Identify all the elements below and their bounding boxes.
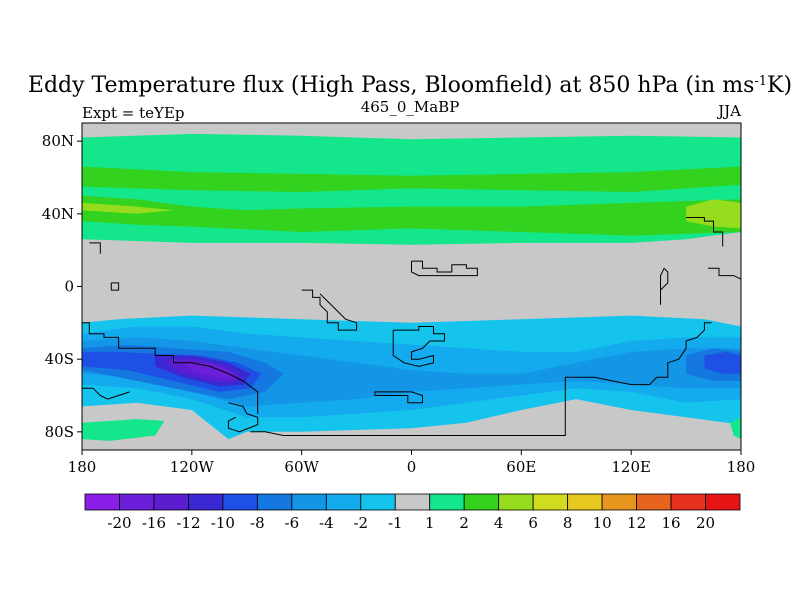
- colorbar-swatch: [119, 493, 155, 511]
- y-axis: 80N 40N 0 40S 80S: [42, 132, 82, 441]
- coastline-segment: [411, 260, 478, 277]
- chart-title-sup: -1: [754, 74, 767, 89]
- right-subtitle: JJA: [716, 102, 741, 120]
- colorbar-swatch: [636, 493, 672, 511]
- chart-title-end: K): [767, 73, 792, 98]
- x-tick-label: 120W: [170, 458, 215, 476]
- coastline-segment: [250, 322, 712, 436]
- x-tick-label: 60E: [506, 458, 536, 476]
- colorbar-swatch: [360, 493, 396, 511]
- colorbar-label: -20: [107, 514, 131, 532]
- colorbar-swatch: [532, 493, 569, 511]
- x-tick-label: 180: [727, 458, 756, 476]
- colorbar-swatch: [670, 493, 706, 511]
- x-tick-label: 180: [68, 458, 97, 476]
- coastline-segment: [110, 282, 120, 291]
- field-sh-green-east: [730, 417, 741, 440]
- colorbar-swatch: [325, 493, 362, 511]
- colorbar-label: -12: [176, 514, 200, 532]
- chart-title-main: Eddy Temperature flux (High Pass, Bloomf…: [28, 73, 754, 98]
- x-axis: 180 120W 60W 0 60E 120E 180: [68, 450, 756, 476]
- colorbar-swatch: [188, 493, 224, 511]
- colorbar-swatch: [153, 493, 189, 511]
- y-tick-label: 40N: [42, 205, 74, 223]
- field-layer: [82, 133, 741, 441]
- field-nh-band-4-6: [82, 166, 741, 192]
- colorbar-swatch: [567, 493, 603, 511]
- coastline-segment: [82, 322, 259, 414]
- colorbar-label: -10: [211, 514, 235, 532]
- colorbar-swatch: [601, 493, 637, 511]
- x-tick-label: 0: [407, 458, 417, 476]
- coastline-segment: [89, 242, 101, 254]
- y-tick-label: 80S: [45, 423, 74, 441]
- colorbar-swatch: [84, 493, 120, 511]
- coastline-segment: [227, 402, 259, 433]
- coastline-segment: [392, 326, 445, 367]
- coastline-segment: [374, 391, 423, 404]
- colorbar-label: -6: [285, 514, 300, 532]
- y-tick-label: 0: [64, 278, 74, 296]
- colorbar-swatch: [429, 493, 465, 511]
- colorbar-label: 16: [662, 514, 681, 532]
- coastline-segment: [301, 289, 358, 331]
- field-sh-green-80s: [82, 419, 165, 441]
- colorbar-swatch: [222, 493, 258, 511]
- colorbar-swatch: [256, 493, 293, 511]
- colorbar-swatch: [463, 493, 500, 511]
- coastline-segment: [660, 267, 669, 305]
- left-subtitle: Expt = teYEp: [82, 104, 185, 122]
- coastline-segment: [686, 217, 724, 247]
- x-tick-label: 120E: [611, 458, 651, 476]
- coastline-segment: [82, 387, 130, 400]
- colorbar-label: -2: [353, 514, 368, 532]
- chart-title: Eddy Temperature flux (High Pass, Bloomf…: [28, 73, 792, 98]
- colorbar-label: 6: [528, 514, 538, 532]
- field-sh-band-m16: [182, 362, 236, 380]
- y-tick-label: 40S: [45, 350, 74, 368]
- coastline-layer: [82, 217, 741, 436]
- colorbar-label: 10: [593, 514, 612, 532]
- field-nh-band-6-8w: [82, 202, 174, 214]
- colorbar-label: -8: [250, 514, 265, 532]
- colorbar-swatch: [705, 493, 741, 511]
- coastline-segment: [708, 267, 741, 280]
- colorbar-label: 12: [627, 514, 646, 532]
- colorbar-label: 1: [425, 514, 435, 532]
- colorbar-swatch: [291, 493, 327, 511]
- field-nh-band-6-8: [686, 199, 741, 229]
- colorbar-label: -4: [319, 514, 334, 532]
- colorbar-label: -1: [388, 514, 403, 532]
- y-tick-label: 80N: [42, 132, 74, 150]
- colorbar: -20 -16 -12 -10 -8 -6 -4 -2 -1 1 2 4 6 8 10 12 16 20: [84, 493, 741, 532]
- center-subtitle: 465_0_MaBP: [361, 98, 460, 116]
- x-tick-label: 60W: [284, 458, 319, 476]
- colorbar-label: 8: [563, 514, 573, 532]
- colorbar-label: 2: [459, 514, 469, 532]
- field-sh-band-m8e: [704, 351, 741, 374]
- colorbar-label: -16: [142, 514, 166, 532]
- field-nh-band-4-6b: [82, 195, 741, 236]
- colorbar-label: 20: [696, 514, 715, 532]
- colorbar-swatch: [394, 493, 431, 511]
- colorbar-swatch: [498, 493, 534, 511]
- colorbar-label: 4: [494, 514, 504, 532]
